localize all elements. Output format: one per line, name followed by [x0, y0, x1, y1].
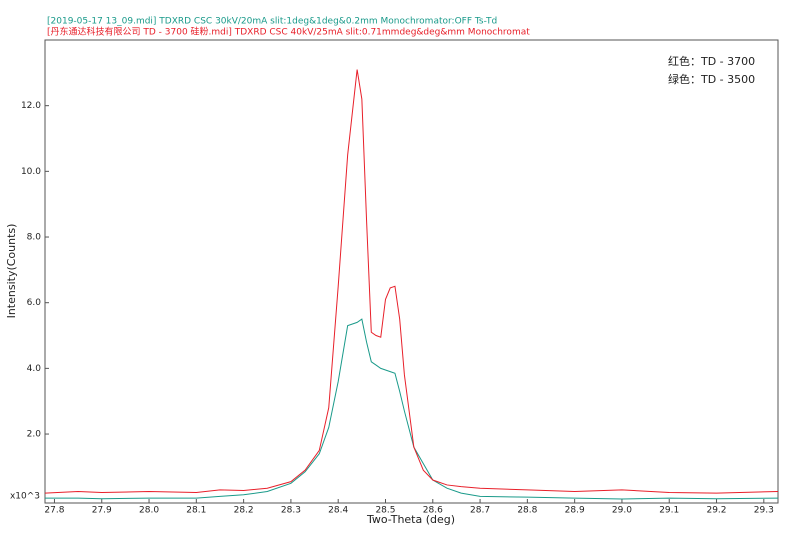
x-tick-label: 28.0	[139, 506, 159, 516]
x-tick-label: 28.6	[423, 506, 443, 516]
legend-label: [丹东通达科技有限公司 TD - 3700 硅粉.mdi] TDXRD CSC …	[47, 26, 530, 38]
annotation: 红色：TD - 3700	[668, 54, 755, 68]
data-line	[45, 318, 779, 500]
x-tick-label: 28.8	[517, 506, 537, 516]
x-tick-label: 27.8	[44, 506, 64, 516]
y-axis-label: Intensity(Counts)	[5, 224, 18, 319]
x-tick-label: 28.4	[328, 506, 348, 516]
x-tick-label: 28.2	[234, 506, 254, 516]
y-multiplier: x10^3	[10, 492, 40, 502]
x-tick-label: 27.9	[92, 506, 112, 516]
x-axis-label: Two-Theta (deg)	[366, 513, 455, 526]
x-tick-label: 28.9	[565, 506, 585, 516]
x-tick-label: 29.2	[706, 506, 726, 516]
annotation: 绿色：TD - 3500	[668, 72, 755, 86]
x-tick-label: 28.3	[281, 506, 301, 516]
y-tick-label: 10.0	[21, 167, 41, 177]
x-tick-label: 29.1	[659, 506, 679, 516]
x-tick-label: 28.7	[470, 506, 490, 516]
y-tick-label: 2.0	[27, 430, 42, 440]
legend-label: [2019-05-17 13_09.mdi] TDXRD CSC 30kV/20…	[47, 17, 497, 27]
plot-frame	[44, 39, 779, 504]
y-tick-label: 6.0	[27, 298, 42, 308]
data-line	[44, 69, 779, 494]
x-tick-label: 28.1	[186, 506, 206, 516]
y-tick-label: 4.0	[27, 364, 42, 374]
x-tick-label: 29.0	[612, 506, 632, 516]
x-tick-label: 29.3	[754, 506, 774, 516]
y-tick-label: 8.0	[27, 233, 42, 243]
x-tick-label: 28.5	[375, 506, 395, 516]
y-tick-label: 12.0	[21, 101, 41, 111]
